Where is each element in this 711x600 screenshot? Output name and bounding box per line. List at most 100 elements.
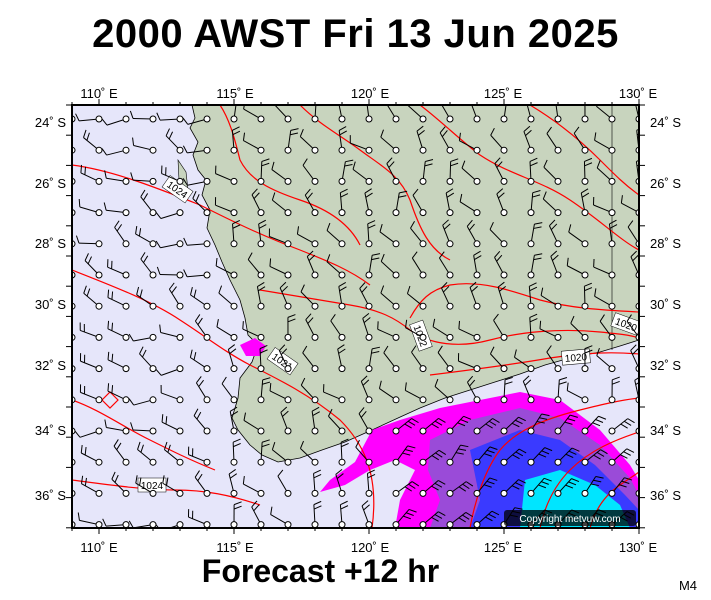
wind-barb <box>442 219 454 248</box>
lon-label: 130˚ E <box>619 86 658 101</box>
wind-barb <box>527 413 550 435</box>
forecast-label: Forecast +12 hr <box>201 553 440 589</box>
wind-barb <box>500 479 526 497</box>
wind-barb <box>140 189 157 217</box>
wind-barb <box>257 158 270 185</box>
wind-barb <box>608 477 633 497</box>
lat-label: 26˚ S <box>35 176 66 191</box>
wind-barb <box>137 441 157 466</box>
wind-barb <box>546 126 562 154</box>
wind-barb <box>230 105 238 123</box>
wind-barb <box>218 285 238 310</box>
wind-barb <box>377 321 400 341</box>
wind-barb <box>328 408 346 435</box>
wind-barb <box>407 105 427 123</box>
wind-barb <box>392 508 417 528</box>
wind-barb <box>216 319 238 341</box>
wind-barb <box>304 188 319 217</box>
wind-barb <box>162 475 184 497</box>
wind-barb <box>284 128 299 154</box>
wind-barb <box>467 375 481 404</box>
wind-barb <box>548 219 562 248</box>
wind-barb <box>214 197 238 217</box>
wind-barb <box>404 382 427 404</box>
wind-barb <box>542 191 562 217</box>
wind-barb <box>514 349 535 373</box>
wind-barb <box>527 222 543 248</box>
wind-barb <box>129 110 157 123</box>
wind-barb <box>441 105 454 123</box>
wind-barb <box>306 250 319 279</box>
wind-barb <box>280 406 292 435</box>
lon-label: 110˚ E <box>80 86 118 101</box>
wind-barb <box>101 115 130 126</box>
wind-barb <box>75 235 103 248</box>
wind-barb <box>338 282 347 310</box>
wind-barb <box>277 469 292 497</box>
wind-barb <box>311 105 319 123</box>
lat-labels-left: 24˚ S 26˚ S 28˚ S 30˚ S 32˚ S 34˚ S 36˚ … <box>35 115 66 503</box>
wind-barb <box>79 384 103 404</box>
wind-barb <box>410 221 427 248</box>
wind-barb <box>365 346 381 373</box>
wind-barb <box>160 384 184 404</box>
wind-barb <box>242 132 265 154</box>
wind-barb <box>182 177 211 186</box>
wind-barb <box>349 135 373 154</box>
wind-barb <box>182 145 211 154</box>
wind-barb <box>365 105 373 123</box>
wind-barb <box>326 254 346 279</box>
wind-barb <box>378 380 400 404</box>
lat-label: 34˚ S <box>35 423 66 438</box>
wind-barb <box>500 416 526 435</box>
wind-barb <box>362 312 373 341</box>
wind-barb <box>101 146 130 156</box>
wind-barb <box>80 444 103 466</box>
wind-barb <box>300 377 319 404</box>
wind-barb <box>494 251 508 279</box>
lon-labels-bottom: 110˚ E 115˚ E 120˚ E 125˚ E 130˚ E <box>80 540 657 555</box>
wind-barb <box>193 408 211 435</box>
wind-barb <box>187 446 211 466</box>
wind-barb <box>103 202 130 217</box>
wind-barb <box>473 510 500 528</box>
wind-barb <box>392 418 419 435</box>
lat-label: 36˚ S <box>35 488 66 503</box>
wind-barb <box>540 287 562 310</box>
wind-barb <box>135 225 157 248</box>
wind-barb <box>527 282 538 310</box>
wind-barb <box>194 470 211 497</box>
wind-barb <box>271 192 292 217</box>
wind-barb <box>522 375 535 404</box>
wind-barb <box>473 418 500 435</box>
wind-barb <box>496 188 508 217</box>
wind-barb <box>379 223 400 248</box>
wind-barb <box>269 258 292 279</box>
wind-barb <box>80 164 103 185</box>
wind-barb <box>581 157 593 185</box>
wind-barb <box>111 471 130 497</box>
wind-barb <box>434 378 454 404</box>
wind-barb <box>271 441 292 466</box>
lon-labels-top: 110˚ E 115˚ E 120˚ E 125˚ E 130˚ E <box>80 86 657 101</box>
wind-barb <box>140 252 157 279</box>
wind-barb <box>581 476 604 497</box>
rain-blob <box>240 338 266 356</box>
wind-barb <box>581 415 607 435</box>
wind-barb <box>278 344 292 373</box>
wind-barb <box>311 469 322 497</box>
wind-barb <box>543 159 562 185</box>
wind-barb <box>257 344 268 373</box>
wind-barb <box>599 314 616 341</box>
wind-barb <box>566 257 589 279</box>
wind-barb <box>445 188 455 217</box>
wind-barb <box>554 105 562 123</box>
wind-barb <box>183 237 211 248</box>
wind-barb <box>527 190 541 217</box>
wind-barb <box>446 158 459 185</box>
wind-barb <box>446 444 469 466</box>
wind-barb <box>392 190 408 217</box>
wind-barb <box>338 159 354 185</box>
wind-barb <box>77 512 103 528</box>
